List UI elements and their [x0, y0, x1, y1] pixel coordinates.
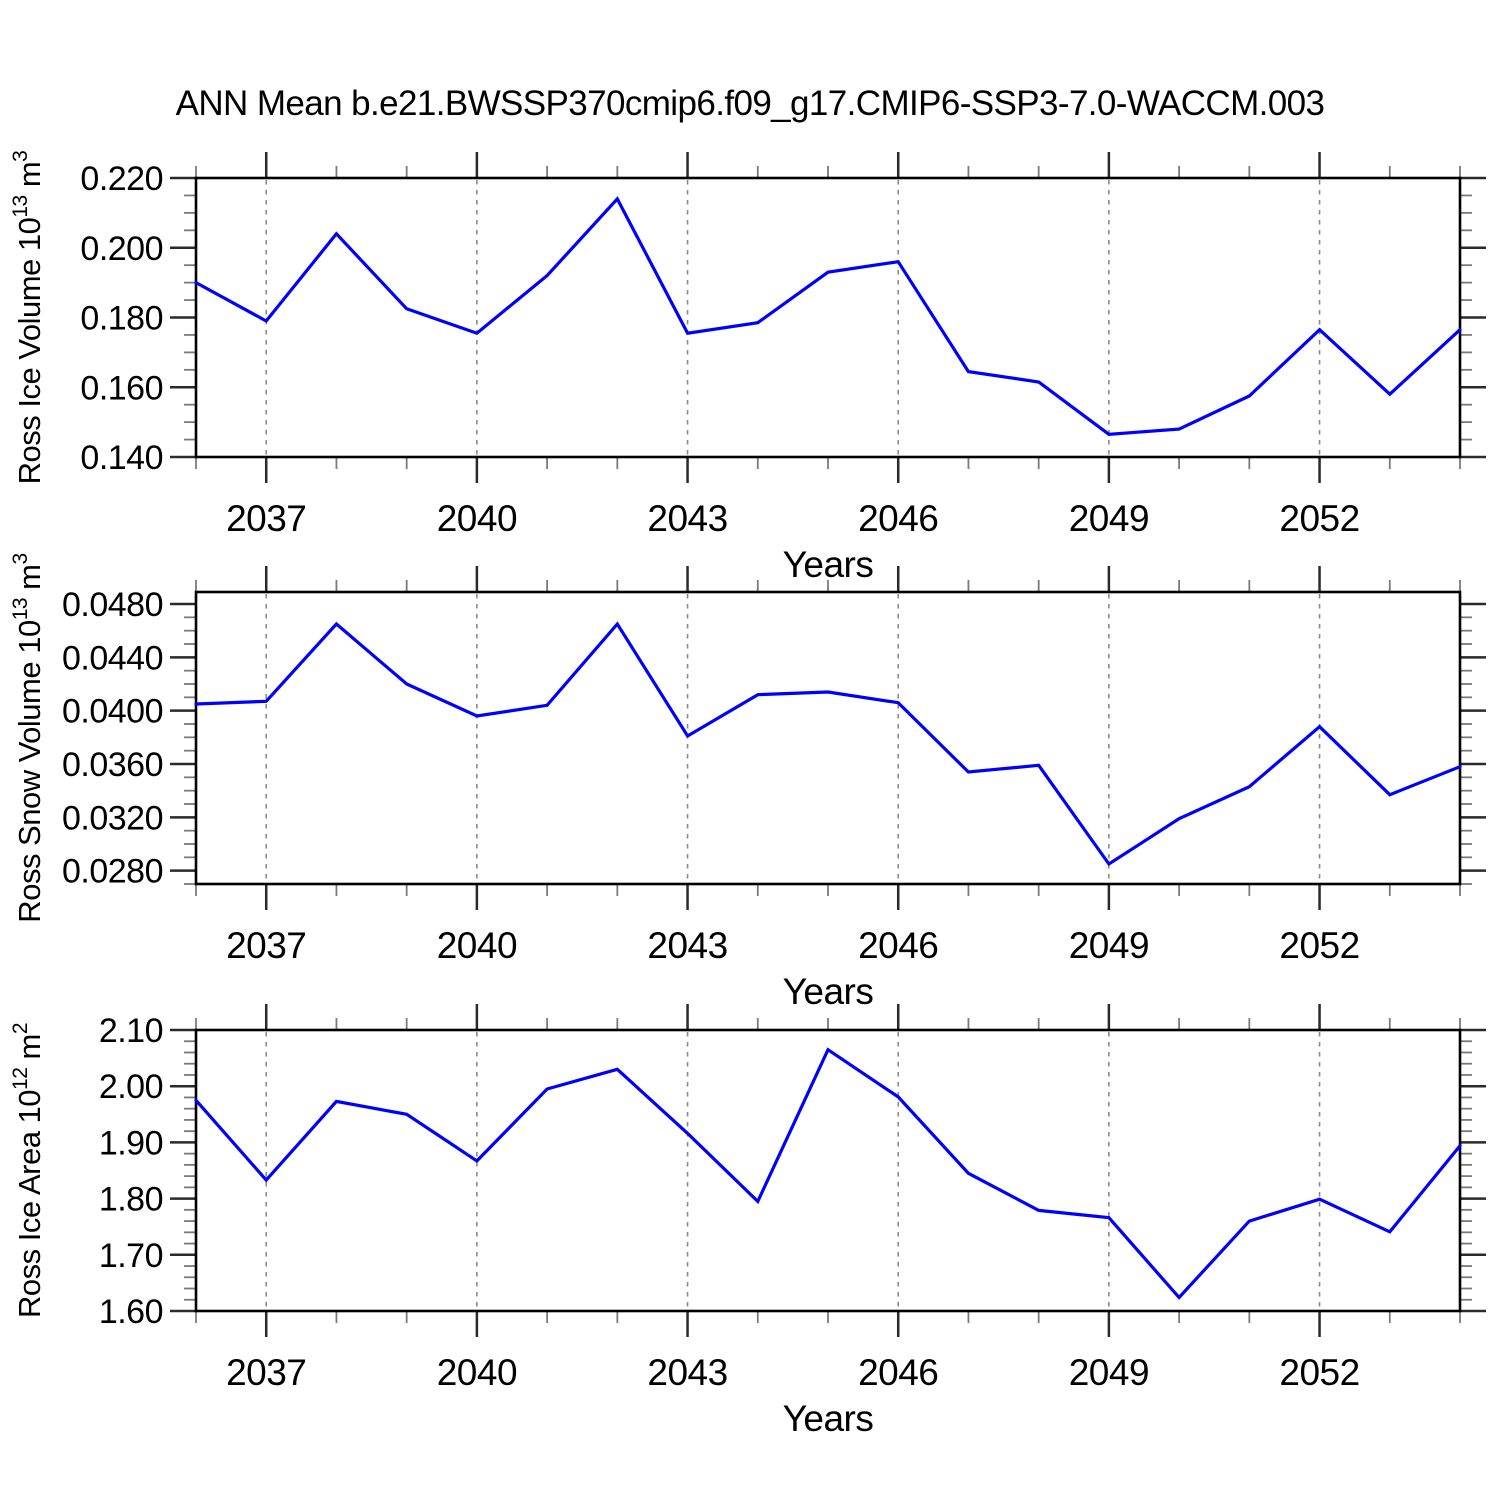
x-tick-label: 2043	[647, 1352, 727, 1393]
y-tick-label: 2.00	[99, 1068, 163, 1106]
y-tick-label: 1.80	[99, 1181, 163, 1219]
y-axis-title: Ross Ice Area 1012 m2	[9, 1023, 47, 1318]
plot-border	[194, 1028, 1462, 1313]
x-axis-title: Years	[783, 1398, 874, 1439]
y-tick-label: 2.10	[99, 1012, 163, 1050]
y-tick-label: 0.0480	[62, 586, 163, 624]
x-tick-label: 2043	[647, 925, 727, 966]
x-tick-label: 2046	[858, 498, 938, 539]
y-tick-label: 1.90	[99, 1124, 163, 1162]
series-line-ross-snow-volume	[194, 621, 1462, 867]
x-tick-label: 2037	[226, 498, 306, 539]
y-tick-label: 0.0400	[62, 693, 163, 731]
series-line-ross-ice-volume	[194, 196, 1462, 436]
y-tick-label: 0.0320	[62, 799, 163, 837]
plot-border	[194, 590, 1462, 886]
x-tick-label: 2046	[858, 925, 938, 966]
series-line-ross-ice-area	[194, 1047, 1462, 1300]
y-tick-label: 1.70	[99, 1237, 163, 1275]
x-tick-label: 2040	[437, 925, 517, 966]
x-tick-label: 2043	[647, 498, 727, 539]
x-tick-label: 2052	[1279, 925, 1359, 966]
x-axis-title: Years	[783, 544, 874, 585]
y-tick-label: 1.60	[99, 1293, 163, 1331]
y-tick-label: 0.0440	[62, 639, 163, 677]
x-tick-label: 2037	[226, 1352, 306, 1393]
x-tick-label: 2046	[858, 1352, 938, 1393]
y-tick-label: 0.180	[80, 300, 163, 338]
x-tick-label: 2049	[1069, 1352, 1149, 1393]
y-tick-label: 0.200	[80, 230, 163, 268]
panel-ross-ice-area: 1.60 1.70 1.80 1.90 2.00 2.10 2037 2040 2043 2046…	[9, 1004, 1486, 1439]
y-tick-label: 0.0280	[62, 853, 163, 891]
y-tick-label: 0.0360	[62, 746, 163, 784]
x-tick-label: 2037	[226, 925, 306, 966]
chart-title: ANN Mean b.e21.BWSSP370cmip6.f09_g17.CMI…	[175, 84, 1325, 123]
x-tick-label: 2049	[1069, 498, 1149, 539]
y-tick-label: 0.220	[80, 160, 163, 198]
x-axis-title: Years	[783, 971, 874, 1012]
panel-ross-ice-volume: 0.140 0.160 0.180 0.200 0.220 2037 2040 2043 204…	[9, 151, 1486, 585]
x-tick-label: 2052	[1279, 1352, 1359, 1393]
y-axis-title: Ross Snow Volume 1013 m3	[9, 553, 47, 922]
x-tick-label: 2052	[1279, 498, 1359, 539]
panel-ross-snow-volume: 0.0280 0.0320 0.0360 0.0400 0.0440 0.0480 2037…	[9, 553, 1486, 1012]
x-tick-label: 2040	[437, 1352, 517, 1393]
y-axis-title: Ross Ice Volume 1013 m3	[9, 151, 47, 485]
y-tick-label: 0.160	[80, 369, 163, 407]
x-tick-label: 2049	[1069, 925, 1149, 966]
y-tick-label: 0.140	[80, 439, 163, 477]
plot-border	[194, 176, 1462, 459]
x-tick-label: 2040	[437, 498, 517, 539]
